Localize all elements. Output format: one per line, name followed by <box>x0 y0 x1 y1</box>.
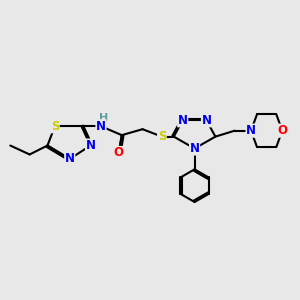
Text: O: O <box>277 124 287 137</box>
Text: S: S <box>51 120 59 133</box>
Text: O: O <box>114 146 124 160</box>
Text: N: N <box>190 142 200 155</box>
Text: N: N <box>246 124 256 137</box>
Text: N: N <box>96 120 106 133</box>
Text: S: S <box>158 130 166 143</box>
Text: N: N <box>202 114 212 127</box>
Text: N: N <box>178 114 188 127</box>
Text: N: N <box>85 139 96 152</box>
Text: N: N <box>65 152 75 165</box>
Text: H: H <box>99 113 109 123</box>
